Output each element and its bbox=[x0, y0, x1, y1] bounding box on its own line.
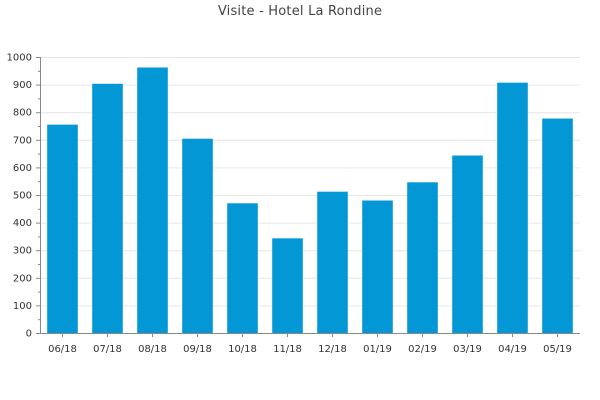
bar-01-19 bbox=[362, 200, 393, 333]
x-tick-label: 07/18 bbox=[93, 344, 122, 355]
y-tick-label: 400 bbox=[13, 218, 32, 229]
x-tick-label: 06/18 bbox=[48, 344, 77, 355]
bar-12-18 bbox=[317, 191, 348, 333]
bar-10-18 bbox=[227, 203, 258, 333]
y-tick-label: 600 bbox=[13, 163, 32, 174]
y-tick-label: 800 bbox=[13, 108, 32, 119]
chart-title: Visite - Hotel La Rondine bbox=[217, 4, 383, 19]
y-tick-label: 300 bbox=[13, 246, 32, 257]
gridlines bbox=[40, 57, 580, 307]
x-tick-label: 03/19 bbox=[453, 344, 482, 355]
bar-05-19 bbox=[542, 118, 573, 333]
x-tick-label: 12/18 bbox=[318, 344, 347, 355]
y-tick-label: 100 bbox=[13, 301, 32, 312]
bar-06-18 bbox=[47, 124, 78, 334]
x-tick-label: 08/18 bbox=[138, 344, 167, 355]
x-tick-label: 01/19 bbox=[363, 344, 392, 355]
bar-09-18 bbox=[182, 138, 213, 333]
bar-04-19 bbox=[497, 82, 528, 333]
x-tick-label: 09/18 bbox=[183, 344, 212, 355]
bar-02-19 bbox=[407, 182, 438, 333]
tick-labels: 0 100 200 300 400 500 600 700 800 900 1000 06/18 07/… bbox=[7, 53, 572, 356]
y-tick-label: 700 bbox=[13, 135, 32, 146]
bars bbox=[47, 67, 573, 334]
x-tick-label: 02/19 bbox=[408, 344, 437, 355]
bar-08-18 bbox=[137, 67, 168, 334]
bar-11-18 bbox=[272, 238, 303, 333]
x-tick-label: 10/18 bbox=[228, 344, 257, 355]
x-tick-label: 05/19 bbox=[543, 344, 572, 355]
bar-07-18 bbox=[92, 83, 123, 334]
y-tick-label: 500 bbox=[13, 191, 32, 202]
y-tick-label: 1000 bbox=[7, 53, 32, 64]
x-tick-label: 04/19 bbox=[498, 344, 527, 355]
y-tick-label: 900 bbox=[13, 80, 32, 91]
x-tick-label: 11/18 bbox=[273, 344, 302, 355]
y-tick-label: 200 bbox=[13, 273, 32, 284]
axes bbox=[36, 57, 580, 337]
y-tick-label: 0 bbox=[26, 329, 32, 340]
bar-03-19 bbox=[452, 155, 483, 333]
